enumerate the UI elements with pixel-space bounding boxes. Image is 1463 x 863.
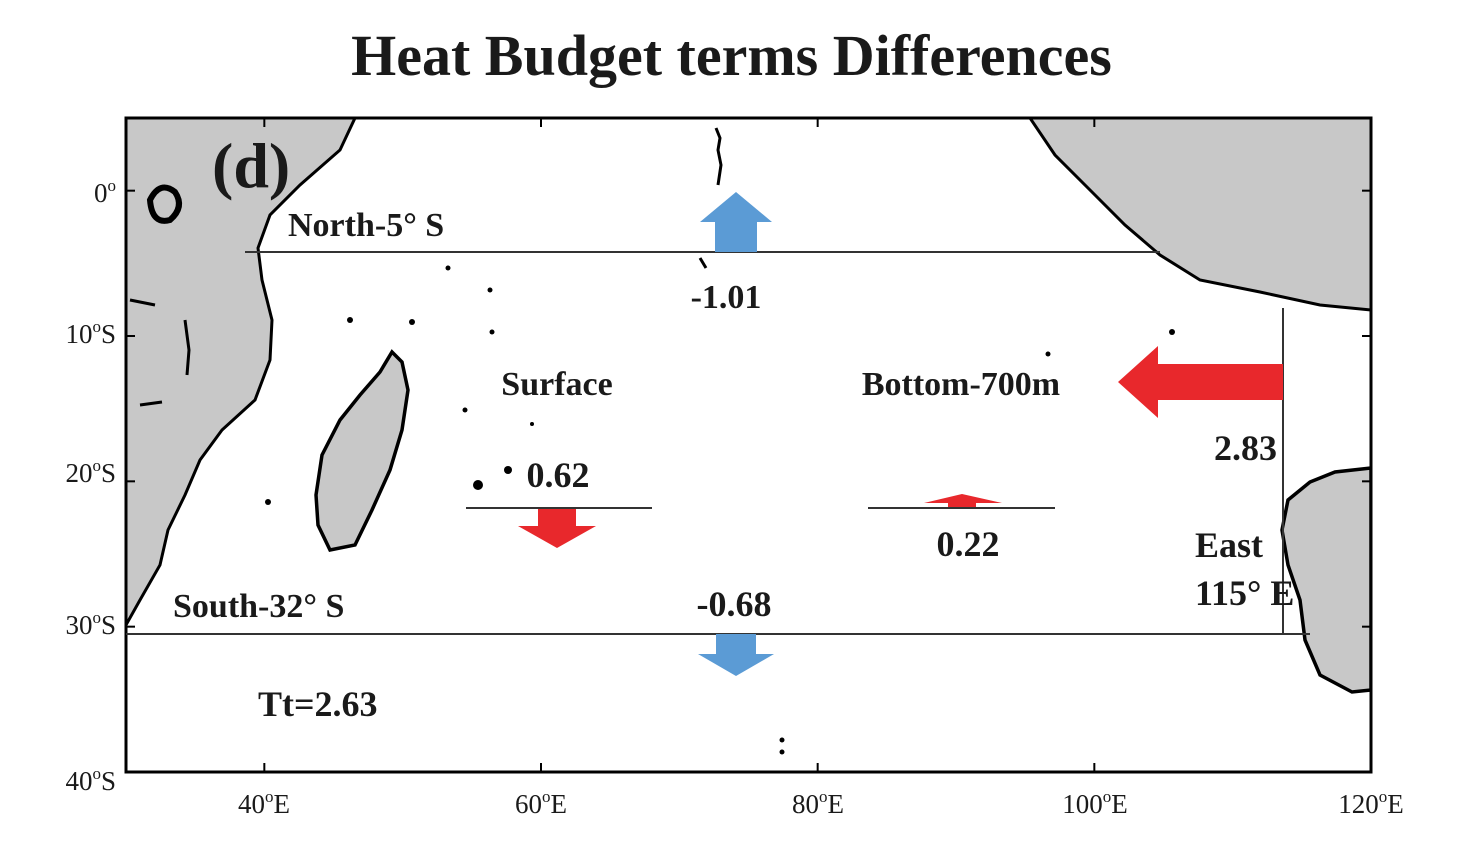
map-frame [124, 116, 1373, 774]
x-tick-label-60: 60oE [515, 787, 567, 819]
east-boundary-label-line1: East [1195, 525, 1263, 565]
axis-ticks [126, 118, 1372, 773]
africa-landmass [126, 118, 357, 629]
north-flux-value: -1.01 [691, 279, 762, 316]
x-tick-label-100: 100oE [1062, 787, 1128, 819]
x-tick-label-120: 120oE [1338, 787, 1404, 819]
annotations: (d) North-5° S -1.01 Surface Bottom-700m… [173, 130, 1294, 724]
east-flux-arrow [1118, 346, 1283, 418]
australia-landmass [1280, 466, 1371, 694]
south-flux-value: -0.68 [697, 584, 772, 624]
north-flux-arrow [700, 192, 772, 252]
surface-flux-value: 0.62 [527, 455, 590, 495]
bottom-flux-value: 0.22 [937, 524, 1000, 564]
south-boundary-label: South-32° S [173, 588, 344, 625]
north-boundary-label: North-5° S [288, 207, 444, 244]
madagascar-landmass [314, 349, 410, 552]
y-tick-label-40s: 40oS [65, 764, 116, 796]
east-boundary-label-line2: 115° E [1195, 573, 1294, 613]
surface-flux-arrow [518, 509, 596, 548]
coast-fragments [129, 127, 723, 407]
y-tick-label-10s: 10oS [65, 317, 116, 349]
axis-labels: 40oE 60oE 80oE 100oE 120oE 0o 10oS 20oS … [65, 176, 1403, 819]
y-tick-label-20s: 20oS [65, 456, 116, 488]
x-tick-label-80: 80oE [792, 787, 844, 819]
east-flux-value: 2.83 [1214, 428, 1277, 468]
surface-label: Surface [501, 366, 612, 403]
bottom-flux-arrow [924, 494, 1002, 507]
x-tick-label-40: 40oE [238, 787, 290, 819]
y-tick-label-0: 0o [94, 176, 116, 208]
sumatra-java-landmass [1028, 118, 1371, 312]
y-tick-label-30s: 30oS [65, 608, 116, 640]
coast-island-ring [146, 184, 182, 224]
bottom-label: Bottom-700m [862, 366, 1060, 403]
figure-title: Heat Budget terms Differences [351, 23, 1112, 88]
total-tendency-label: Tt=2.63 [258, 684, 378, 724]
panel-label: (d) [212, 130, 290, 201]
land-layer [126, 118, 1371, 694]
south-flux-arrow [698, 634, 774, 676]
island-dots [265, 265, 1175, 755]
